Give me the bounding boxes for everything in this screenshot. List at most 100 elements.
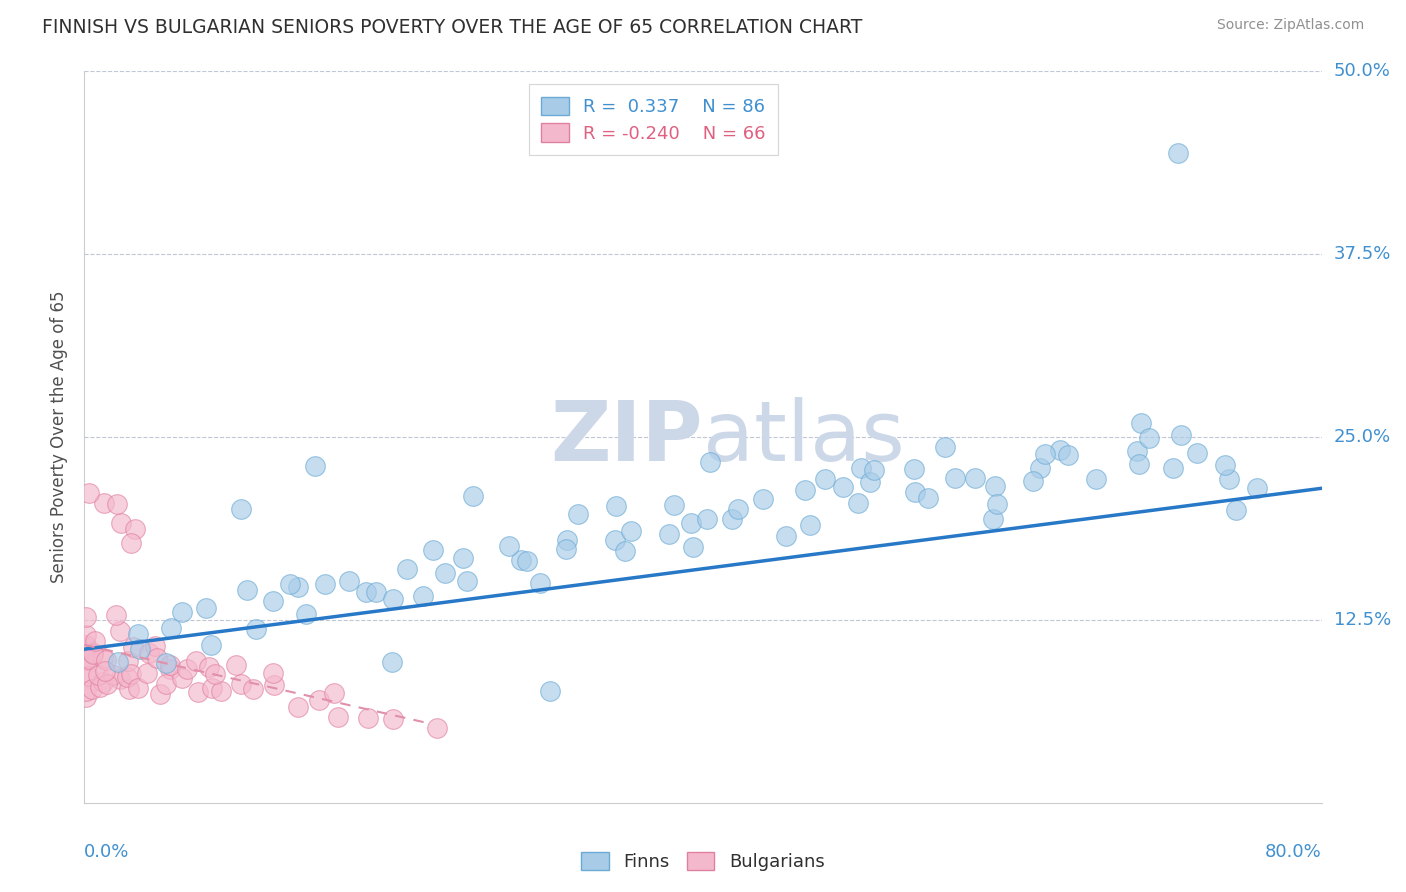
Point <box>91 675 114 690</box>
Text: 25.0%: 25.0% <box>1334 428 1391 446</box>
Point <box>120 667 142 681</box>
Point <box>984 479 1007 493</box>
Point <box>846 496 869 510</box>
Point <box>963 471 986 485</box>
Point <box>775 529 797 543</box>
Point <box>679 516 702 530</box>
Point <box>849 460 872 475</box>
Point <box>209 683 232 698</box>
Text: FINNISH VS BULGARIAN SENIORS POVERTY OVER THE AGE OF 65 CORRELATION CHART: FINNISH VS BULGARIAN SENIORS POVERTY OVE… <box>42 18 862 37</box>
Point <box>516 553 538 567</box>
Point <box>172 606 194 620</box>
Point <box>75 690 97 704</box>
Point <box>308 693 330 707</box>
Point <box>77 652 100 666</box>
Point <box>117 654 139 668</box>
Point <box>201 681 224 695</box>
Point <box>124 522 146 536</box>
Point <box>110 516 132 530</box>
Point <box>381 591 404 606</box>
Point <box>603 533 626 547</box>
Point <box>75 610 97 624</box>
Point <box>1049 442 1071 457</box>
Point <box>381 656 404 670</box>
Point <box>1130 416 1153 430</box>
Point <box>1137 431 1160 445</box>
Point <box>567 507 589 521</box>
Point <box>453 550 475 565</box>
Point <box>1213 458 1236 473</box>
Point <box>105 607 128 622</box>
Point <box>1021 474 1043 488</box>
Point <box>149 687 172 701</box>
Point <box>159 658 181 673</box>
Point <box>96 677 118 691</box>
Point <box>620 524 643 538</box>
Point <box>538 683 561 698</box>
Point <box>107 655 129 669</box>
Point <box>262 594 284 608</box>
Point <box>84 634 107 648</box>
Point <box>510 552 533 566</box>
Point <box>1225 502 1247 516</box>
Point <box>118 682 141 697</box>
Text: Source: ZipAtlas.com: Source: ZipAtlas.com <box>1216 18 1364 32</box>
Point <box>160 621 183 635</box>
Legend: R =  0.337    N = 86, R = -0.240    N = 66: R = 0.337 N = 86, R = -0.240 N = 66 <box>529 84 778 155</box>
Point <box>555 541 578 556</box>
Point <box>82 647 104 661</box>
Point <box>752 492 775 507</box>
Point <box>859 475 882 489</box>
Point <box>231 677 253 691</box>
Point <box>981 512 1004 526</box>
Point <box>75 640 97 655</box>
Point <box>696 511 718 525</box>
Point <box>986 497 1008 511</box>
Text: 0.0%: 0.0% <box>84 843 129 861</box>
Point <box>94 652 117 666</box>
Point <box>105 498 128 512</box>
Point <box>314 577 336 591</box>
Point <box>605 499 627 513</box>
Point <box>456 574 478 589</box>
Point <box>129 641 152 656</box>
Point <box>287 700 309 714</box>
Text: 80.0%: 80.0% <box>1265 843 1322 861</box>
Point <box>814 472 837 486</box>
Point <box>862 463 884 477</box>
Point <box>262 666 284 681</box>
Point <box>80 681 103 696</box>
Point <box>904 485 927 500</box>
Point <box>75 652 97 666</box>
Point <box>127 681 149 696</box>
Point <box>127 627 149 641</box>
Point <box>903 462 925 476</box>
Point <box>396 562 419 576</box>
Point <box>94 665 117 679</box>
Point <box>242 681 264 696</box>
Point <box>412 589 434 603</box>
Point <box>1085 472 1108 486</box>
Point <box>658 527 681 541</box>
Point <box>278 577 301 591</box>
Point <box>229 502 252 516</box>
Point <box>354 585 377 599</box>
Point <box>381 712 404 726</box>
Point <box>934 440 956 454</box>
Point <box>366 585 388 599</box>
Point <box>682 540 704 554</box>
Point <box>91 651 114 665</box>
Point <box>225 658 247 673</box>
Point <box>263 678 285 692</box>
Point <box>195 601 218 615</box>
Legend: Finns, Bulgarians: Finns, Bulgarians <box>574 845 832 879</box>
Point <box>245 622 267 636</box>
Point <box>426 721 449 735</box>
Point <box>799 518 821 533</box>
Point <box>82 646 104 660</box>
Point <box>117 670 139 684</box>
Point <box>1170 427 1192 442</box>
Point <box>555 533 578 547</box>
Point <box>1218 472 1240 486</box>
Text: atlas: atlas <box>703 397 904 477</box>
